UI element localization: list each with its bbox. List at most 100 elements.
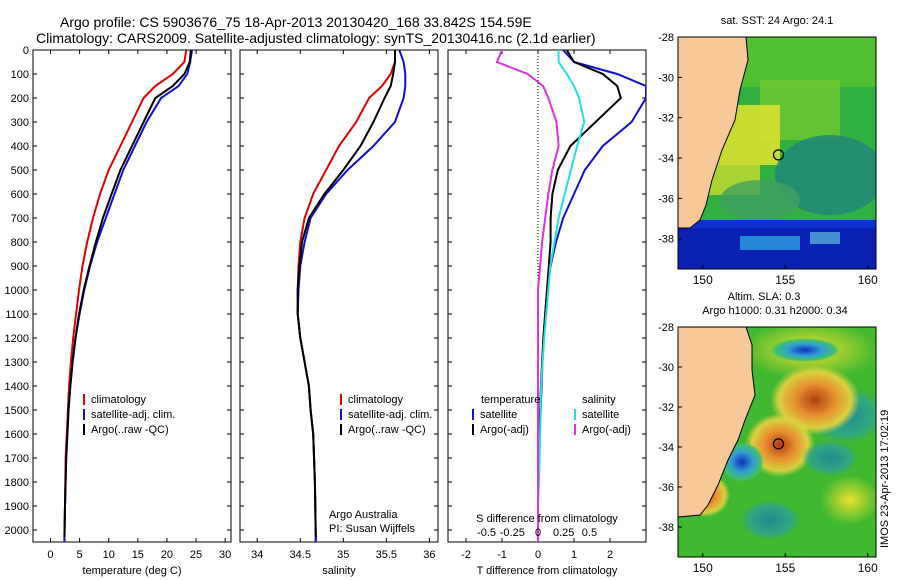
sla-map-ytick-label: -32 bbox=[658, 402, 674, 414]
depth-tick-label: 300 bbox=[11, 117, 29, 129]
temp-axes-box bbox=[32, 49, 232, 543]
sal-xtick-label: 35 bbox=[337, 549, 349, 561]
pi-credit: PI: Susan Wijffels bbox=[329, 523, 415, 535]
salinity-diff-legend-heading: salinity bbox=[582, 394, 616, 406]
sla-argo-location-marker bbox=[772, 438, 785, 450]
sal-axes-box bbox=[239, 49, 439, 543]
sla-map-title: Altim. SLA: 0.3 bbox=[728, 291, 801, 303]
sal-xtick-label: 36 bbox=[423, 549, 435, 561]
sla-map bbox=[678, 327, 876, 557]
depth-tick-label: 1100 bbox=[5, 309, 29, 321]
temp-xtick-label: 0 bbox=[47, 549, 53, 561]
temp-series-argo-raw-qc- bbox=[63, 50, 192, 538]
salinity-legend-label: satellite-adj. clim. bbox=[348, 409, 432, 421]
diff-xtick-label: 1 bbox=[571, 549, 577, 561]
sst-map-ytick-label: -32 bbox=[658, 113, 674, 125]
sal-xtick-label: 35.5 bbox=[376, 549, 397, 561]
temp-xtick-label: 25 bbox=[190, 549, 202, 561]
salinity-diff-tick-label: 0.5 bbox=[582, 527, 597, 539]
salinity-diff-tick-label: -0.5 bbox=[477, 527, 496, 539]
temperature-diff-legend-heading: temperature bbox=[481, 394, 540, 406]
sla-map-xtick-label: 150 bbox=[693, 561, 713, 575]
sst-argo-location-marker bbox=[772, 149, 785, 161]
sal-xtick-label: 34.5 bbox=[290, 549, 311, 561]
sal-series-group bbox=[296, 50, 407, 542]
sla-map-ytick-label: -38 bbox=[658, 522, 674, 534]
sla-map-xtick-label: 160 bbox=[858, 561, 878, 575]
sst-map-xtick-label: 150 bbox=[693, 273, 713, 287]
depth-tick-label: 1300 bbox=[5, 357, 29, 369]
depth-tick-label: 1200 bbox=[5, 333, 29, 345]
temperature-legend-label: Argo(..raw -QC) bbox=[91, 424, 169, 436]
sst-map-ytick-label: -30 bbox=[658, 72, 674, 84]
figure-title-line-2: Climatology: CARS2009. Satellite-adjuste… bbox=[36, 30, 596, 46]
sst-map-ytick-label: -36 bbox=[658, 193, 674, 205]
depth-tick-label: 1400 bbox=[5, 381, 29, 393]
sla-map-frame bbox=[677, 326, 877, 558]
salinity-legend-label: Argo(..raw -QC) bbox=[348, 424, 426, 436]
sla-map-ytick-label: -30 bbox=[658, 362, 674, 374]
diff-xlabel: T difference from climatology bbox=[477, 565, 618, 577]
sst-map-ytick-label: -28 bbox=[658, 32, 674, 44]
salinity-diff-legend-label: satellite bbox=[582, 409, 619, 421]
depth-tick-label: 1000 bbox=[5, 285, 29, 297]
sal-xtick-label: 34 bbox=[251, 549, 263, 561]
temp-xlabel: temperature (deg C) bbox=[82, 565, 181, 577]
depth-tick-label: 2000 bbox=[5, 525, 29, 537]
temperature-diff-legend-label: satellite bbox=[480, 409, 517, 421]
temperature-legend-label: climatology bbox=[91, 394, 147, 406]
sst-map-xtick-label: 155 bbox=[775, 273, 795, 287]
temp-xtick-label: 5 bbox=[77, 549, 83, 561]
depth-tick-label: 900 bbox=[11, 261, 29, 273]
temp-xtick-label: 10 bbox=[103, 549, 115, 561]
temp-series-group bbox=[63, 50, 193, 542]
temp-xtick-label: 15 bbox=[132, 549, 144, 561]
diff-xtick-label: 0 bbox=[535, 549, 541, 561]
depth-tick-label: 1600 bbox=[5, 429, 29, 441]
depth-tick-label: 1500 bbox=[5, 405, 29, 417]
temp-xtick-label: 30 bbox=[219, 549, 231, 561]
temp-xtick-label: 20 bbox=[161, 549, 173, 561]
temperature-legend-label: satellite-adj. clim. bbox=[91, 409, 175, 421]
sst-map-frame bbox=[677, 36, 877, 270]
depth-tick-label: 600 bbox=[11, 189, 29, 201]
salinity-diff-axis-label: S difference from climatology bbox=[476, 513, 618, 525]
diff-xtick-label: -2 bbox=[461, 549, 471, 561]
depth-tick-label: 0 bbox=[23, 45, 29, 57]
depth-tick-label: 700 bbox=[11, 213, 29, 225]
imos-timestamp: IMOS 23-Apr-2013 17:02:19 bbox=[879, 409, 891, 548]
salinity-diff-tick-label: 0 bbox=[535, 527, 541, 539]
depth-tick-label: 100 bbox=[11, 69, 29, 81]
sla-map-subtitle: Argo h1000: 0.31 h2000: 0.34 bbox=[702, 305, 848, 317]
diff-series-salinity-satellite bbox=[537, 50, 586, 542]
sla-map-xtick-label: 155 bbox=[775, 561, 795, 575]
sla-map-ytick-label: -36 bbox=[658, 482, 674, 494]
argo-credit: Argo Australia bbox=[329, 509, 398, 521]
depth-tick-label: 800 bbox=[11, 237, 29, 249]
salinity-diff-legend-label: Argo(-adj) bbox=[582, 424, 631, 436]
diff-xtick-label: 2 bbox=[607, 549, 613, 561]
sst-map-xtick-label: 160 bbox=[858, 273, 878, 287]
sal-xlabel: salinity bbox=[322, 565, 356, 577]
diff-series-salinity-argo bbox=[495, 50, 560, 542]
salinity-diff-tick-label: -0.25 bbox=[500, 527, 525, 539]
temperature-diff-legend-label: Argo(-adj) bbox=[480, 424, 529, 436]
depth-tick-label: 1900 bbox=[5, 501, 29, 513]
figure-title-line-1: Argo profile: CS 5903676_75 18-Apr-2013 … bbox=[60, 14, 532, 30]
depth-tick-label: 400 bbox=[11, 141, 29, 153]
salinity-diff-tick-label: 0.25 bbox=[553, 527, 574, 539]
sla-map-ytick-label: -34 bbox=[658, 442, 674, 454]
sst-map bbox=[678, 37, 876, 269]
sla-map-ytick-label: -28 bbox=[658, 322, 674, 334]
diff-xtick-label: -1 bbox=[497, 549, 507, 561]
sst-map-ytick-label: -38 bbox=[658, 234, 674, 246]
sst-map-ytick-label: -34 bbox=[658, 153, 674, 165]
salinity-legend-label: climatology bbox=[348, 394, 404, 406]
diff-series-group bbox=[495, 50, 646, 542]
sal-series-argo-raw-qc- bbox=[296, 50, 396, 538]
depth-tick-label: 500 bbox=[11, 165, 29, 177]
depth-tick-label: 1700 bbox=[5, 453, 29, 465]
sst-map-title: sat. SST: 24 Argo: 24.1 bbox=[721, 15, 834, 27]
